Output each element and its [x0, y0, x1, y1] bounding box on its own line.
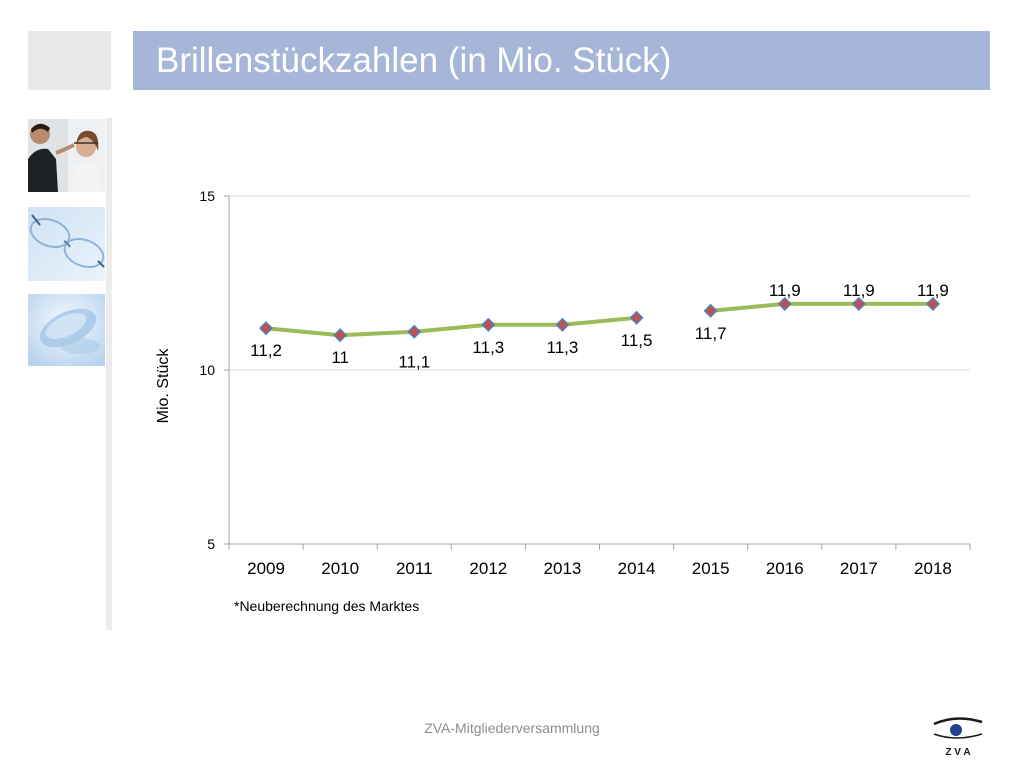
- y-tick-label: 5: [207, 536, 215, 552]
- data-point: [481, 317, 496, 332]
- series-line: [708, 301, 935, 313]
- data-point: [925, 296, 941, 311]
- data-point: [777, 296, 792, 311]
- sidebar-divider: [106, 118, 112, 630]
- logo-text: Z V A: [945, 747, 970, 758]
- data-point: [407, 324, 422, 339]
- data-point: [333, 328, 348, 343]
- data-label: 11,2: [250, 341, 282, 360]
- x-tick-label: 2018: [914, 559, 952, 578]
- data-label: 11,3: [472, 338, 504, 357]
- x-tick-label: 2010: [321, 559, 359, 578]
- y-tick-label: 10: [199, 362, 215, 378]
- y-axis-label: Mio. Stück: [155, 348, 172, 424]
- data-point: [555, 317, 570, 332]
- data-label: 11,9: [843, 281, 875, 300]
- data-label: 11,9: [769, 281, 801, 300]
- contact-lens-photo: [28, 294, 105, 366]
- page-title: Brillenstückzahlen (in Mio. Stück): [156, 41, 672, 80]
- data-point: [629, 310, 644, 325]
- footnote: *Neuberechnung des Marktes: [234, 598, 420, 614]
- glasses-photo: [28, 207, 105, 281]
- x-tick-label: 2011: [396, 559, 433, 578]
- data-label: 11,5: [621, 331, 653, 350]
- x-tick-label: 2009: [247, 559, 285, 578]
- data-label: 11,1: [398, 353, 430, 372]
- title-accent-block: [28, 31, 111, 90]
- optician-photo: [28, 119, 105, 192]
- data-label: 11,9: [917, 281, 949, 300]
- zva-logo: Z V A: [928, 712, 988, 758]
- x-tick-label: 2014: [618, 559, 656, 578]
- footer-text: ZVA-Mitgliederversammlung: [424, 720, 600, 736]
- x-tick-label: 2012: [469, 559, 507, 578]
- x-tick-label: 2015: [692, 559, 730, 578]
- data-point: [703, 303, 718, 318]
- data-label: 11,7: [695, 324, 727, 343]
- data-point: [258, 321, 274, 336]
- x-tick-label: 2016: [766, 559, 804, 578]
- series-line: [264, 315, 639, 338]
- x-tick-label: 2013: [544, 559, 582, 578]
- y-tick-label: 15: [199, 188, 215, 204]
- title-bar: Brillenstückzahlen (in Mio. Stück): [133, 31, 990, 90]
- data-label: 11: [331, 348, 349, 367]
- data-label: 11,3: [547, 338, 579, 357]
- data-point: [851, 296, 866, 311]
- x-tick-label: 2017: [840, 559, 878, 578]
